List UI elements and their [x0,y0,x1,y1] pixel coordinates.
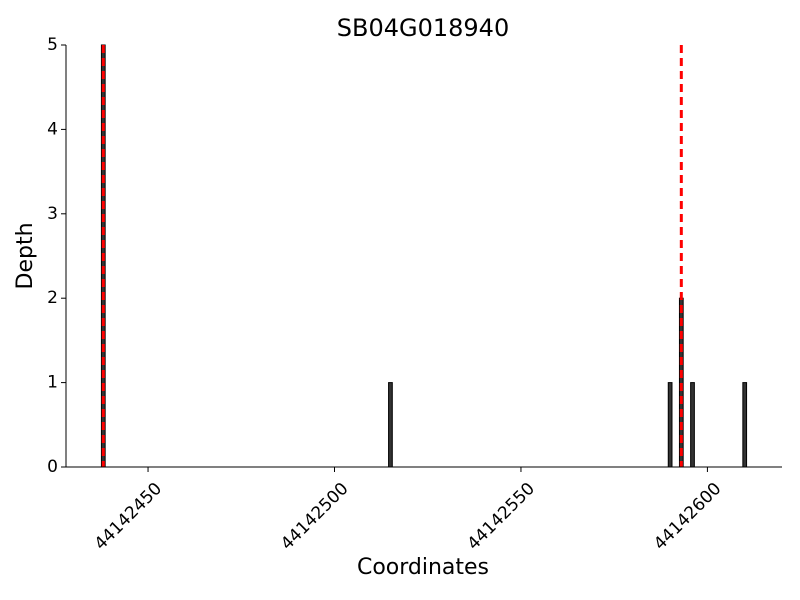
y-tick-label: 2 [47,288,58,308]
bar [667,382,673,468]
y-tick-label: 1 [47,373,58,393]
bar [388,382,393,468]
chart-title: SB04G018940 [337,14,509,42]
bar [690,382,695,468]
x-tick-label: 44142500 [277,479,352,554]
x-tick-label: 44142450 [91,479,166,554]
y-axis-label: Depth [13,222,38,289]
x-axis-label: Coordinates [357,555,489,580]
x-tick-label: 44142550 [464,479,539,554]
x-tick-label: 44142600 [650,479,725,554]
y-tick-label: 5 [47,35,58,55]
y-tick-label: 4 [47,119,58,139]
y-tick-label: 3 [47,204,58,224]
y-tick-label: 0 [47,457,58,477]
bar [742,382,748,468]
